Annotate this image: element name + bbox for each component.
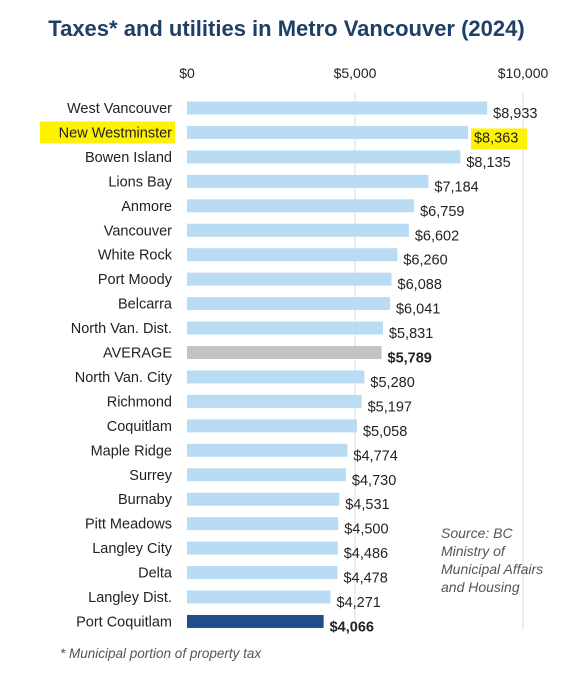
category-label: AVERAGE xyxy=(103,346,172,362)
category-label: Vancouver xyxy=(104,223,172,239)
x-axis-ticks: $0 $5,000 $10,000 xyxy=(179,65,548,81)
bar xyxy=(187,566,338,580)
value-label: $8,363 xyxy=(474,130,518,146)
bar xyxy=(187,394,362,408)
bar xyxy=(187,517,339,531)
category-label: Pitt Meadows xyxy=(85,517,172,533)
category-label: Maple Ridge xyxy=(91,443,172,459)
category-label: White Rock xyxy=(98,248,173,264)
value-label: $4,774 xyxy=(353,448,397,464)
bar xyxy=(187,321,383,335)
x-tick-label: $5,000 xyxy=(334,65,377,81)
value-label: $4,730 xyxy=(352,473,396,489)
value-label: $4,066 xyxy=(330,619,374,635)
category-label: Delta xyxy=(138,566,173,582)
x-tick-label: $10,000 xyxy=(498,65,549,81)
value-label: $7,184 xyxy=(434,179,478,195)
value-label: $5,197 xyxy=(368,399,412,415)
value-label: $4,486 xyxy=(344,546,388,562)
category-label: North Van. City xyxy=(75,370,173,386)
bar xyxy=(187,125,468,139)
value-label: $4,531 xyxy=(345,497,389,513)
category-label: Richmond xyxy=(107,394,172,410)
bar xyxy=(187,541,338,555)
value-label: $6,260 xyxy=(403,253,447,269)
bar xyxy=(187,150,461,164)
bar xyxy=(187,101,488,115)
bars: West Vancouver $8,933 New Westminster $8,36… xyxy=(40,101,538,635)
value-label: $6,041 xyxy=(396,302,440,318)
bar xyxy=(187,272,392,286)
category-label: Surrey xyxy=(129,468,172,484)
value-label: $5,058 xyxy=(363,424,407,440)
category-highlight xyxy=(40,121,175,144)
category-label: Port Moody xyxy=(98,272,173,288)
chart-title: Taxes* and utilities in Metro Vancouver … xyxy=(48,16,525,41)
bar xyxy=(187,248,398,262)
value-label: $6,602 xyxy=(415,228,459,244)
category-label: Coquitlam xyxy=(107,419,172,435)
category-label: West Vancouver xyxy=(67,101,172,117)
category-label: Lions Bay xyxy=(108,174,172,190)
bar xyxy=(187,346,382,359)
value-label: $6,088 xyxy=(398,277,442,293)
bar xyxy=(187,370,365,384)
bar xyxy=(187,297,390,311)
value-label: $6,759 xyxy=(420,204,464,220)
value-label: $4,478 xyxy=(343,571,387,587)
category-label: Port Coquitlam xyxy=(76,614,172,630)
value-label: $4,500 xyxy=(344,522,388,538)
value-label: $5,280 xyxy=(370,375,414,391)
value-label: $4,271 xyxy=(337,595,381,611)
source-note: Source: BC Ministry of Municipal Affairs… xyxy=(441,525,544,595)
bar xyxy=(187,614,324,628)
value-label: $5,831 xyxy=(389,326,433,342)
bar xyxy=(187,174,429,188)
category-label: Belcarra xyxy=(118,297,173,313)
category-label: New Westminster xyxy=(59,125,173,141)
category-label: Langley Dist. xyxy=(88,590,172,606)
category-label: Burnaby xyxy=(118,492,173,508)
bar xyxy=(187,492,340,506)
category-label: North Van. Dist. xyxy=(71,321,172,337)
footnote: * Municipal portion of property tax xyxy=(60,646,262,661)
bar xyxy=(187,419,357,433)
value-highlight xyxy=(470,128,527,150)
value-label: $5,789 xyxy=(388,351,432,367)
category-label: Bowen Island xyxy=(85,150,172,166)
value-label: $8,933 xyxy=(493,106,537,122)
category-label: Langley City xyxy=(92,541,173,557)
bar xyxy=(187,468,346,482)
value-label: $8,135 xyxy=(466,155,510,171)
x-tick-label: $0 xyxy=(179,65,195,81)
bar xyxy=(187,443,348,457)
bar xyxy=(187,199,415,213)
bar xyxy=(187,590,331,604)
bar xyxy=(187,223,409,237)
category-label: Anmore xyxy=(121,199,172,215)
